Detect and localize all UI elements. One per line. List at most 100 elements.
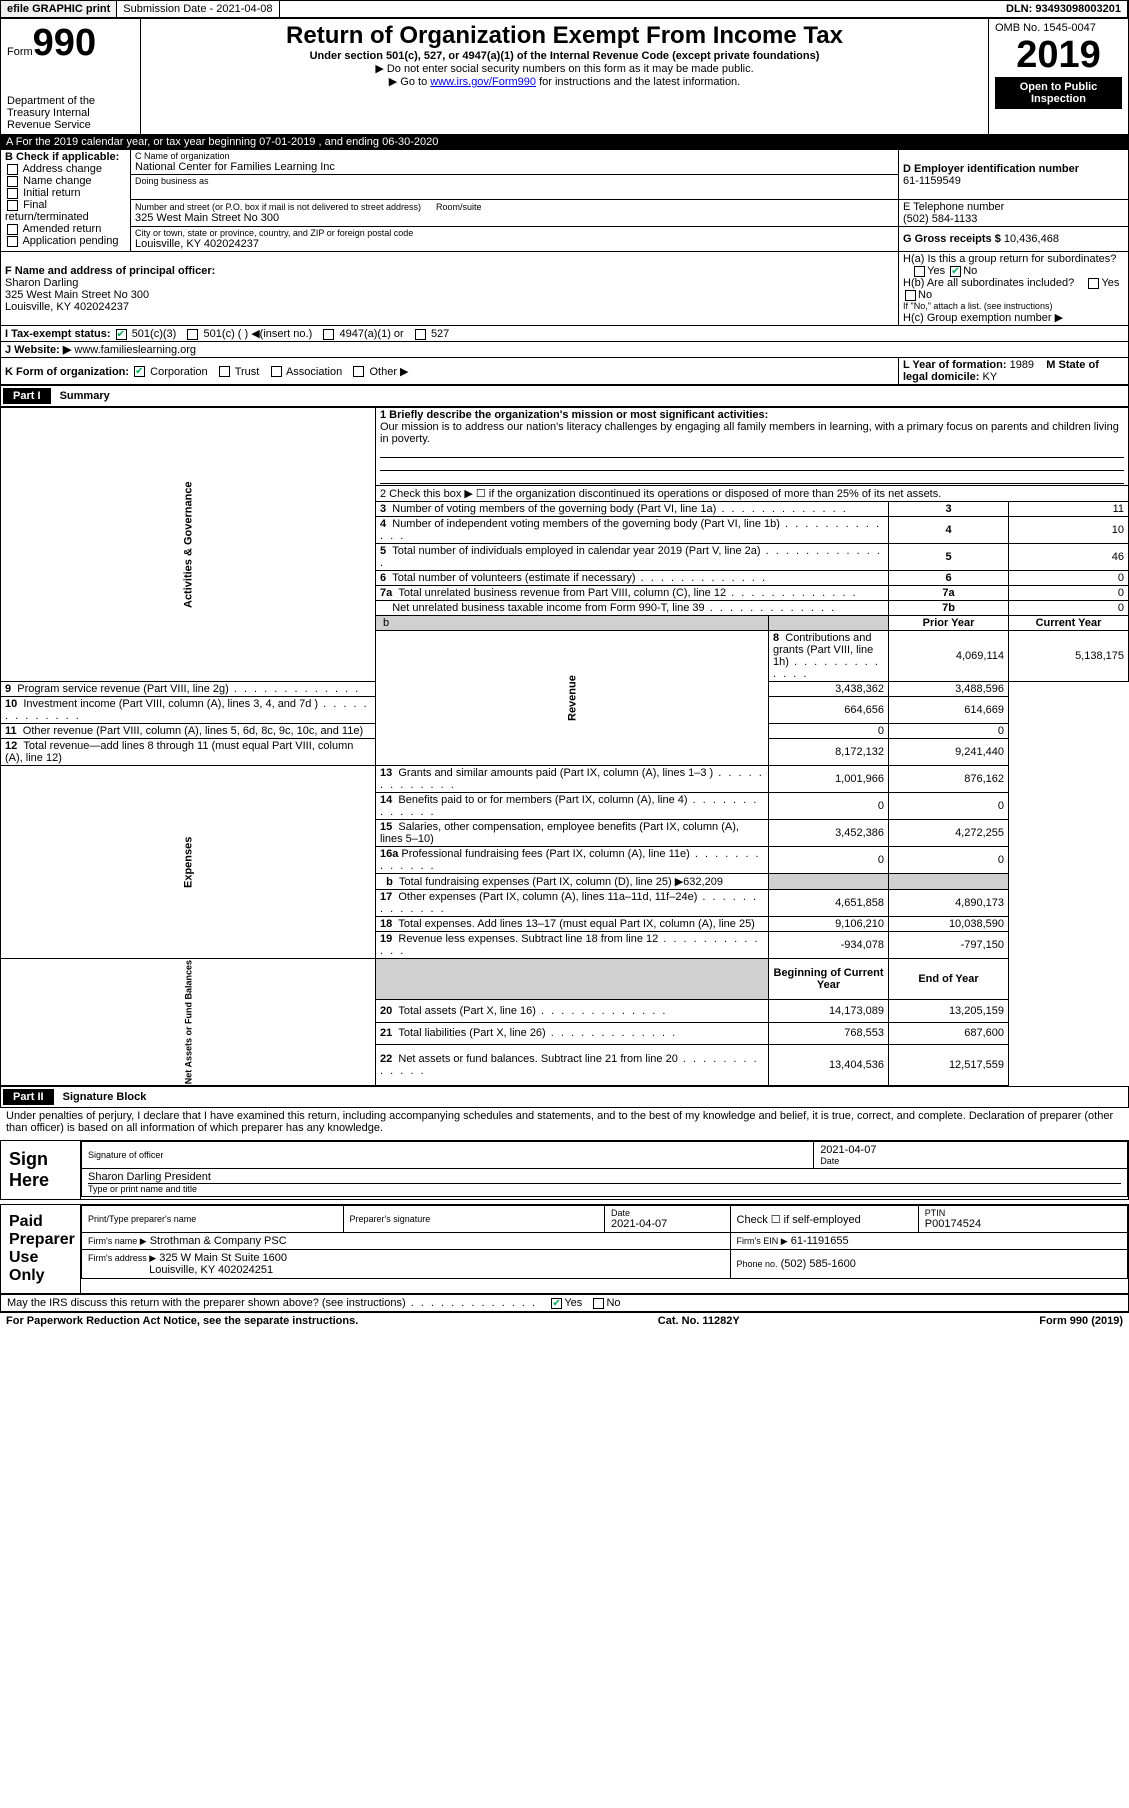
city-value: Louisville, KY 402024237	[135, 238, 894, 250]
check-amended-return[interactable]: Amended return	[5, 223, 126, 235]
sign-here-block: Sign Here Signature of officer 2021-04-07…	[0, 1140, 1129, 1200]
state-domicile: KY	[982, 371, 997, 383]
open-public-badge: Open to Public Inspection	[995, 77, 1122, 109]
discuss-row: May the IRS discuss this return with the…	[0, 1294, 1129, 1312]
discuss-no[interactable]	[593, 1298, 604, 1309]
check-self-employed[interactable]: Check ☐ if self-employed	[730, 1206, 918, 1233]
activities-governance-label: Activities & Governance	[1, 408, 376, 682]
officer-name: Sharon Darling	[5, 277, 894, 289]
preparer-date: 2021-04-07	[611, 1218, 724, 1230]
h-a: H(a) Is this a group return for subordin…	[903, 253, 1124, 277]
phone-label: E Telephone number	[903, 201, 1124, 213]
check-other[interactable]	[353, 366, 364, 377]
check-name-change[interactable]: Name change	[5, 175, 126, 187]
part1-title: Summary	[60, 390, 110, 402]
check-4947[interactable]	[323, 329, 334, 340]
form-number: 990	[33, 22, 96, 64]
org-name: National Center for Families Learning In…	[135, 161, 894, 173]
current-year-header: Current Year	[1009, 616, 1129, 631]
website-value: www.familieslearning.org	[74, 344, 196, 356]
preparer-sig-label: Preparer's signature	[350, 1214, 599, 1224]
firm-city: Louisville, KY 402024251	[149, 1264, 273, 1276]
street-value: 325 West Main Street No 300	[135, 212, 894, 224]
h-b-note: If "No," attach a list. (see instruction…	[903, 301, 1124, 311]
ptin-value: P00174524	[925, 1218, 1121, 1230]
check-527[interactable]	[415, 329, 426, 340]
form-org-label: K Form of organization:	[5, 366, 129, 378]
ein-label: D Employer identification number	[903, 163, 1124, 175]
phone-value: (502) 584-1133	[903, 213, 1124, 225]
form-subtitle: Under section 501(c), 527, or 4947(a)(1)…	[147, 50, 982, 62]
firm-phone: (502) 585-1600	[781, 1258, 856, 1270]
form-header: Form990 Department of the Treasury Inter…	[0, 18, 1129, 135]
footer: For Paperwork Reduction Act Notice, see …	[0, 1312, 1129, 1329]
tax-year: 2019	[995, 34, 1122, 77]
h-b: H(b) Are all subordinates included? Yes …	[903, 277, 1124, 301]
irs-link[interactable]: www.irs.gov/Form990	[430, 76, 536, 88]
omb-number: OMB No. 1545-0047	[995, 22, 1122, 34]
preparer-name-label: Print/Type preparer's name	[88, 1214, 337, 1224]
website-label: J Website: ▶	[5, 344, 71, 356]
note-goto: ▶ Go to www.irs.gov/Form990 for instruct…	[147, 75, 982, 88]
tax-exempt-label: I Tax-exempt status:	[5, 328, 111, 340]
check-final-return[interactable]: Final return/terminated	[5, 199, 126, 223]
officer-label: F Name and address of principal officer:	[5, 265, 894, 277]
line1-label: 1 Briefly describe the organization's mi…	[380, 409, 1124, 421]
street-label: Number and street (or P.O. box if mail i…	[135, 202, 421, 212]
section-a-period: A For the 2019 calendar year, or tax yea…	[0, 135, 1129, 149]
check-application-pending[interactable]: Application pending	[5, 235, 126, 247]
paperwork-notice: For Paperwork Reduction Act Notice, see …	[6, 1315, 358, 1327]
entity-info-table: B Check if applicable: Address change Na…	[0, 149, 1129, 385]
year-formation: 1989	[1010, 359, 1034, 371]
h-c: H(c) Group exemption number ▶	[903, 311, 1124, 324]
dba-label: Doing business as	[135, 176, 894, 186]
dept-treasury: Department of the Treasury Internal Reve…	[7, 95, 134, 131]
firm-ein: 61-1191655	[791, 1235, 849, 1247]
officer-name-title: Sharon Darling President	[88, 1171, 1121, 1184]
top-bar: efile GRAPHIC print Submission Date - 20…	[0, 0, 1129, 18]
form-title: Return of Organization Exempt From Incom…	[147, 22, 982, 50]
year-formation-label: L Year of formation:	[903, 359, 1007, 371]
check-initial-return[interactable]: Initial return	[5, 187, 126, 199]
dln: DLN: 93493098003201	[1000, 1, 1128, 17]
expenses-label: Expenses	[1, 766, 376, 959]
graphic-print-button[interactable]: efile GRAPHIC print	[1, 1, 117, 17]
section-b-label: B Check if applicable:	[5, 151, 126, 163]
city-label: City or town, state or province, country…	[135, 228, 894, 238]
note-ssn: ▶ Do not enter social security numbers o…	[147, 62, 982, 75]
firm-address: 325 W Main St Suite 1600	[159, 1252, 287, 1264]
sign-here-label: Sign Here	[1, 1141, 81, 1199]
gross-receipts-value: 10,436,468	[1004, 233, 1059, 245]
netassets-label: Net Assets or Fund Balances	[1, 959, 376, 1086]
part1-table: Activities & Governance 1 Briefly descri…	[0, 407, 1129, 1086]
revenue-label: Revenue	[376, 631, 769, 766]
part2-title: Signature Block	[63, 1091, 147, 1103]
officer-city: Louisville, KY 402024237	[5, 301, 894, 313]
sign-date: 2021-04-07	[820, 1144, 1121, 1156]
check-501c3[interactable]	[116, 329, 127, 340]
sig-officer-label: Signature of officer	[88, 1150, 807, 1160]
check-corporation[interactable]	[134, 366, 145, 377]
org-name-label: C Name of organization	[135, 151, 894, 161]
firm-name: Strothman & Company PSC	[150, 1235, 287, 1247]
part1-header: Part I	[3, 388, 51, 404]
discuss-yes[interactable]	[551, 1298, 562, 1309]
check-association[interactable]	[271, 366, 282, 377]
ein-value: 61-1159549	[903, 175, 1124, 187]
beg-year-header: Beginning of Current Year	[769, 959, 889, 1000]
preparer-label: Paid Preparer Use Only	[1, 1205, 81, 1293]
check-address-change[interactable]: Address change	[5, 163, 126, 175]
part2-header: Part II	[3, 1089, 54, 1105]
line2: 2 Check this box ▶ ☐ if the organization…	[376, 486, 1129, 502]
mission-text: Our mission is to address our nation's l…	[380, 421, 1124, 445]
check-501c[interactable]	[187, 329, 198, 340]
prior-year-header: Prior Year	[889, 616, 1009, 631]
check-trust[interactable]	[219, 366, 230, 377]
officer-street: 325 West Main Street No 300	[5, 289, 894, 301]
gross-receipts-label: G Gross receipts $	[903, 233, 1001, 245]
submission-date: Submission Date - 2021-04-08	[117, 1, 279, 17]
cat-number: Cat. No. 11282Y	[658, 1315, 740, 1327]
form-label: Form	[7, 46, 33, 58]
room-label: Room/suite	[436, 202, 482, 212]
preparer-block: Paid Preparer Use Only Print/Type prepar…	[0, 1204, 1129, 1294]
